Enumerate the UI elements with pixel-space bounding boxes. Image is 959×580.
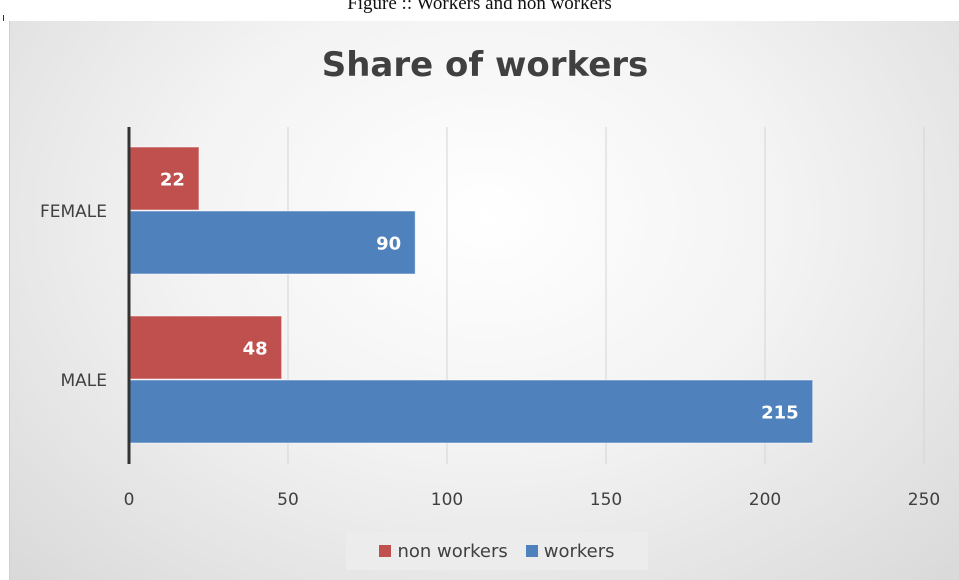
x-tick-label-100: 100 [431,490,463,510]
x-tick-label-50: 50 [277,490,299,510]
legend: non workers workers [346,532,648,570]
bar-non-workers-male [128,315,283,380]
legend-swatch-non-workers [379,545,392,557]
legend-label-non-workers: non workers [397,540,508,562]
bar-workers-female [128,210,416,275]
category-label-female: FEMALE [40,202,107,222]
x-tick-label-200: 200 [749,490,781,510]
x-tick-label-0: 0 [124,490,135,510]
chart-area: Share of workers 0 50 100 150 200 250 FEMALE 22… [9,21,959,580]
x-tick-label-250: 250 [908,490,940,510]
data-label-non-workers-female: 22 [160,170,185,191]
legend-item-workers: workers [525,540,615,562]
legend-label-workers: workers [543,540,615,562]
chart-title: Share of workers [321,45,649,85]
figure-caption: Figure :: Workers and non workers [347,0,612,14]
data-label-workers-female: 90 [376,234,401,255]
legend-item-non-workers: non workers [379,540,508,562]
data-label-non-workers-male: 48 [243,339,268,360]
bar-workers-male [128,379,814,444]
x-tick-label-150: 150 [590,490,622,510]
legend-swatch-workers [525,545,538,557]
category-label-male: MALE [60,371,107,391]
data-label-workers-male: 215 [761,403,799,424]
corner-tick [3,15,4,21]
plot-area: 0 50 100 150 200 250 FEMALE 22 90 MALE 48 215 [40,127,940,510]
